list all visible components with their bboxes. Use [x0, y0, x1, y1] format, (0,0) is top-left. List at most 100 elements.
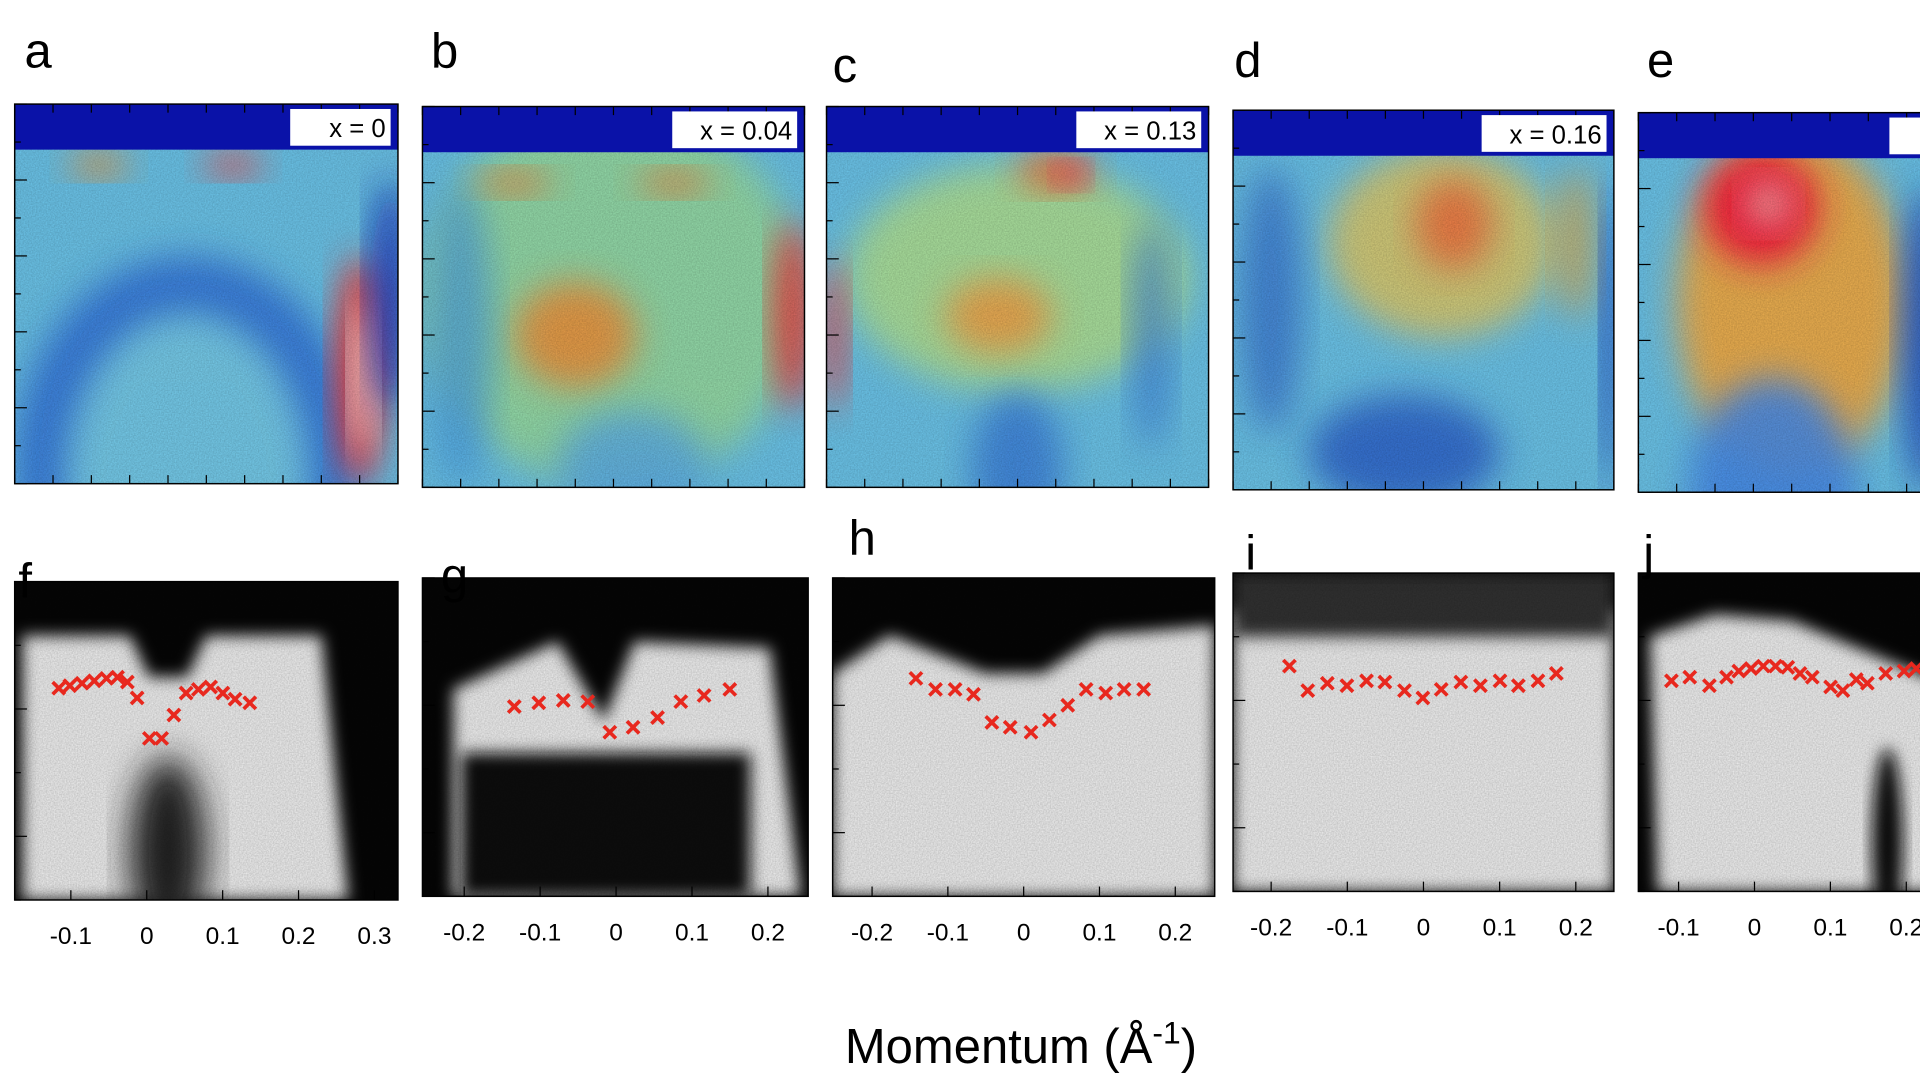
x-tick-label: 0.1 [206, 923, 240, 950]
peak-marker [1359, 673, 1374, 689]
peak-marker [110, 669, 125, 685]
peak-marker [1848, 672, 1864, 688]
peak-marker [154, 730, 170, 746]
x-tick-label: -0.2 [1250, 915, 1292, 942]
x-tick-label: 0 [1417, 915, 1431, 942]
peak-marker [1682, 669, 1698, 685]
peak-marker [1548, 666, 1564, 681]
peak-marker [928, 681, 943, 697]
annotation-box [1481, 115, 1607, 152]
peak-marker [86, 673, 102, 689]
peak-marker [1300, 683, 1316, 699]
spectrum-image [826, 106, 1209, 488]
peak-marker [1701, 678, 1717, 694]
spectrum-image [14, 581, 398, 900]
noise [422, 106, 805, 488]
annotation-box [1076, 111, 1202, 149]
spectrum-image [1233, 110, 1614, 490]
peak-marker [1041, 712, 1057, 728]
panel: -0.1 0 0.1 0.2 0.3 [13, 580, 399, 950]
spectrum-image [1233, 573, 1614, 892]
x-tick-label: 0.2 [1889, 915, 1920, 942]
peak-marker [1023, 724, 1039, 740]
x-tick-label: -0.1 [927, 919, 969, 946]
peak-marker [650, 710, 665, 725]
peak-marker [1377, 674, 1393, 690]
peak-marker [1835, 683, 1851, 699]
peak-marker [1859, 675, 1875, 691]
x-tick-label: -0.1 [50, 923, 92, 950]
peak-marker [1078, 681, 1094, 697]
spectrum-image [422, 106, 805, 488]
peak-marker [506, 699, 522, 714]
x-tick-label: -0.1 [519, 919, 561, 946]
x-tick-label: 0.2 [751, 919, 785, 946]
peak-marker [673, 694, 689, 710]
peak-marker [1731, 663, 1747, 679]
peak-marker [1453, 674, 1469, 690]
panel-letter: f [18, 555, 32, 609]
peak-marker [1510, 678, 1526, 694]
x-tick-label: 0.2 [282, 923, 316, 950]
x-tick-label: 0 [1017, 919, 1031, 946]
x-tick-label: -0.1 [1658, 915, 1700, 942]
x-tick-label: 0 [609, 919, 623, 946]
annotation: x = 0 [329, 115, 385, 143]
peak-marker [696, 688, 712, 703]
noise [826, 106, 1209, 488]
peak-marker [74, 675, 90, 691]
frame [421, 577, 809, 898]
peak-marker [1319, 675, 1335, 691]
peak-marker [1098, 685, 1114, 701]
peak-marker [1472, 678, 1488, 694]
peak-marker [1415, 690, 1431, 706]
panel: x = 0.13 [825, 105, 1210, 489]
peak-marker [1768, 658, 1783, 674]
spectrum-image [1638, 573, 1920, 892]
x-tick-label: 0.2 [1158, 919, 1192, 946]
spectrum-image [422, 577, 809, 897]
spectrum-image [1638, 112, 1920, 493]
x-tick-label: 0.1 [1082, 919, 1116, 946]
peak-marker [1743, 661, 1759, 676]
x-tick-label: 0.1 [1813, 915, 1847, 942]
peak-marker [1433, 681, 1449, 697]
x-tick-label: -0.2 [851, 919, 893, 946]
above-fermi [1638, 112, 1920, 159]
peak-marker [1664, 673, 1679, 689]
peak-marker [1116, 681, 1132, 697]
panel: -0.2 -0.1 0 0.1 0.2 [1232, 572, 1615, 942]
peak-marker [908, 670, 924, 686]
annotation-box [1889, 117, 1920, 155]
peak-marker [531, 695, 547, 711]
peak-marker [625, 719, 641, 735]
peak-marker [1530, 673, 1546, 689]
panel-letter: h [849, 512, 876, 566]
peak-marker [580, 694, 596, 710]
noise [14, 104, 398, 484]
x-tick-label: 0.3 [357, 923, 391, 950]
x-tick-label: 0.2 [1559, 915, 1593, 942]
peak-marker [51, 680, 67, 696]
peak-marker [1792, 666, 1808, 681]
peak-marker [119, 674, 135, 690]
peak-marker [1804, 669, 1820, 685]
peak-marker [1908, 661, 1920, 676]
panel-letter: i [1245, 526, 1256, 580]
peak-marker [178, 685, 194, 701]
panel: -0.1 0 0.1 0.2 [1637, 572, 1920, 942]
x-tick-label: -0.2 [443, 919, 485, 946]
annotation-box [290, 108, 391, 146]
peak-marker [966, 686, 981, 702]
annotation-box [672, 111, 798, 149]
panel-letter: b [431, 24, 458, 78]
peak-marker [555, 692, 571, 708]
x-tick-label: 0 [1748, 915, 1762, 942]
annotation: x = 0.13 [1104, 118, 1196, 146]
panel: x = 0.16 [1232, 109, 1615, 491]
panel-letter: e [1647, 34, 1674, 88]
panel: x = 0 [13, 103, 399, 485]
peak-marker [984, 715, 1000, 730]
panel-letter: g [441, 550, 468, 604]
